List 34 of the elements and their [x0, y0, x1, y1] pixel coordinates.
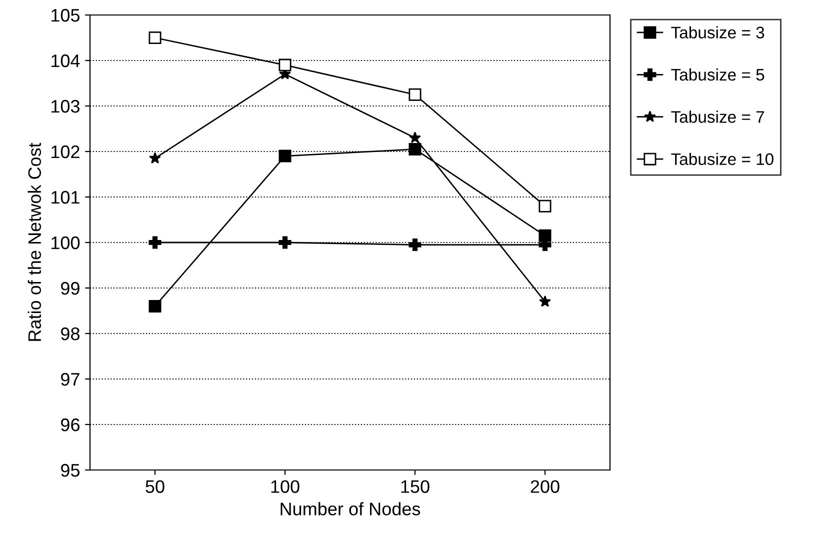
x-tick-label: 100 [271, 480, 300, 493]
y-tick-label: 97 [61, 372, 80, 386]
y-tick-label: 100 [52, 236, 80, 250]
x-tick-label: 50 [146, 480, 164, 493]
point [408, 142, 422, 156]
point [538, 200, 552, 212]
legend-label: Tabusize = 7 [671, 110, 764, 123]
point [408, 238, 422, 252]
point [148, 236, 162, 249]
point [278, 150, 292, 162]
point [278, 58, 292, 72]
legend-label: Tabusize = 10 [671, 152, 774, 166]
x-tick-label: 200 [530, 480, 560, 493]
y-tick-label: 96 [61, 418, 80, 432]
y-tick-label: 99 [61, 282, 80, 295]
point [148, 300, 162, 312]
y-axis-title: Ratio of the Netwok Cost [28, 142, 42, 341]
y-tick-label: 95 [61, 464, 80, 477]
point [409, 132, 421, 144]
point [539, 295, 551, 307]
x-tick-label: 150 [401, 480, 430, 493]
x-axis-title: Number of Nodes [280, 502, 420, 516]
point [278, 236, 292, 249]
y-tick-label: 98 [61, 327, 80, 340]
y-tick-label: 105 [52, 8, 80, 22]
point [149, 152, 161, 164]
y-tick-label: 102 [52, 145, 80, 158]
y-tick-label: 101 [52, 190, 80, 204]
point [408, 88, 422, 101]
y-tick-label: 104 [52, 54, 80, 68]
point [148, 32, 162, 44]
legend-label: Tabusize = 3 [671, 26, 764, 38]
legend-label: Tabusize = 5 [671, 68, 764, 81]
y-tick-label: 103 [52, 100, 80, 113]
